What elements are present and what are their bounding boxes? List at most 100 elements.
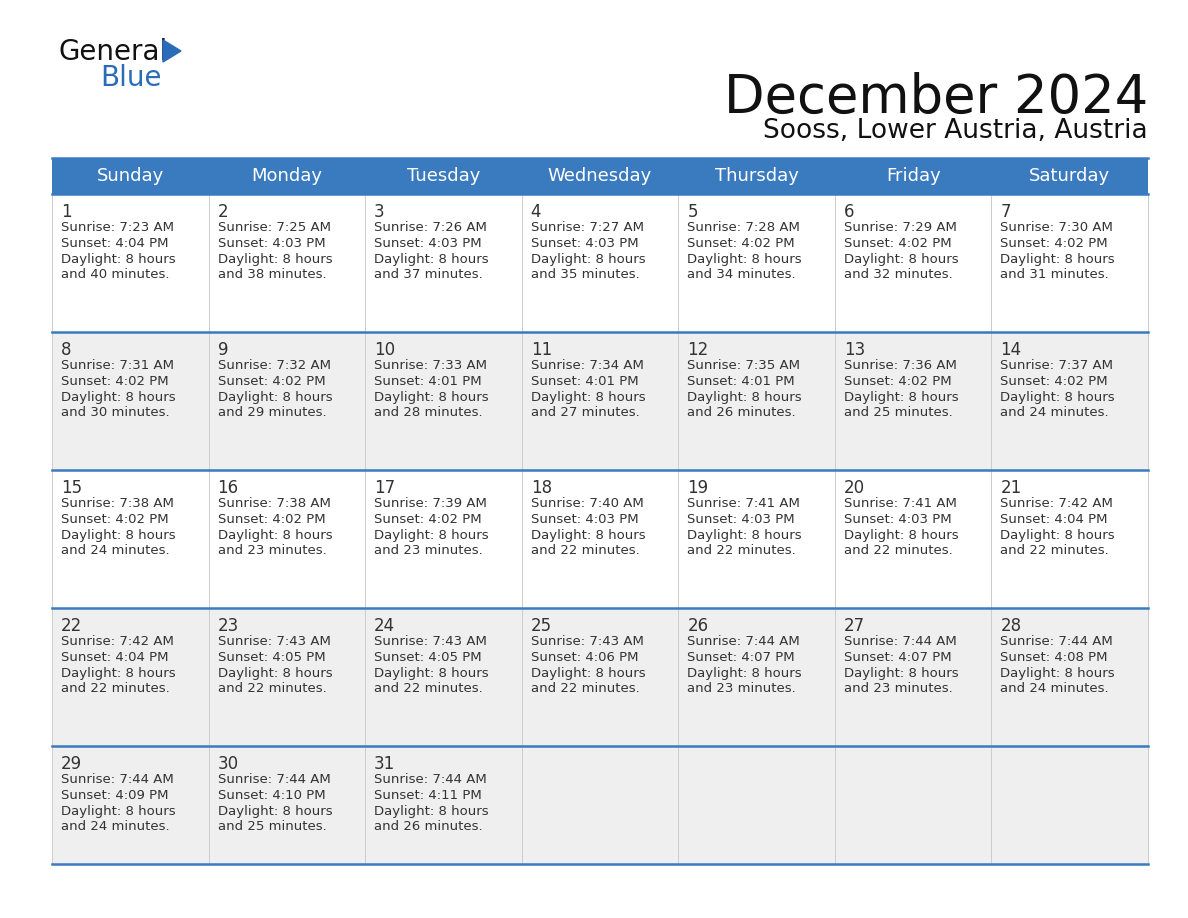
Text: and 22 minutes.: and 22 minutes. [843,544,953,557]
Text: Sunrise: 7:44 AM: Sunrise: 7:44 AM [217,773,330,786]
Text: 18: 18 [531,479,552,497]
Text: Sunset: 4:05 PM: Sunset: 4:05 PM [374,651,482,664]
Text: Daylight: 8 hours: Daylight: 8 hours [374,529,488,542]
Text: and 26 minutes.: and 26 minutes. [374,820,482,833]
Text: Sunset: 4:03 PM: Sunset: 4:03 PM [217,237,326,250]
Text: 29: 29 [61,755,82,773]
Text: Sunrise: 7:39 AM: Sunrise: 7:39 AM [374,497,487,510]
Text: Daylight: 8 hours: Daylight: 8 hours [61,805,176,818]
Text: 10: 10 [374,341,396,359]
Text: Sunset: 4:07 PM: Sunset: 4:07 PM [843,651,952,664]
Text: Daylight: 8 hours: Daylight: 8 hours [1000,253,1116,266]
Text: Sunrise: 7:32 AM: Sunrise: 7:32 AM [217,359,330,372]
Text: Sunrise: 7:44 AM: Sunrise: 7:44 AM [843,635,956,648]
Text: Sunset: 4:03 PM: Sunset: 4:03 PM [688,513,795,526]
Text: Daylight: 8 hours: Daylight: 8 hours [217,805,333,818]
Text: Sunrise: 7:38 AM: Sunrise: 7:38 AM [217,497,330,510]
Text: Sunset: 4:01 PM: Sunset: 4:01 PM [688,375,795,388]
Text: Sunset: 4:03 PM: Sunset: 4:03 PM [843,513,952,526]
Text: Daylight: 8 hours: Daylight: 8 hours [688,391,802,404]
Text: Daylight: 8 hours: Daylight: 8 hours [374,391,488,404]
Text: Sunrise: 7:44 AM: Sunrise: 7:44 AM [1000,635,1113,648]
Text: Sunset: 4:02 PM: Sunset: 4:02 PM [61,513,169,526]
Text: Sunrise: 7:43 AM: Sunrise: 7:43 AM [374,635,487,648]
Text: Daylight: 8 hours: Daylight: 8 hours [374,805,488,818]
Text: and 34 minutes.: and 34 minutes. [688,268,796,281]
Text: Monday: Monday [252,167,322,185]
Text: 11: 11 [531,341,552,359]
Text: Daylight: 8 hours: Daylight: 8 hours [688,529,802,542]
Text: Sunrise: 7:33 AM: Sunrise: 7:33 AM [374,359,487,372]
Text: Daylight: 8 hours: Daylight: 8 hours [217,391,333,404]
Text: Sunrise: 7:31 AM: Sunrise: 7:31 AM [61,359,173,372]
Text: 15: 15 [61,479,82,497]
Text: Daylight: 8 hours: Daylight: 8 hours [1000,667,1116,680]
Text: 26: 26 [688,617,708,635]
Text: Daylight: 8 hours: Daylight: 8 hours [843,529,959,542]
Text: Sooss, Lower Austria, Austria: Sooss, Lower Austria, Austria [764,118,1148,144]
Text: and 22 minutes.: and 22 minutes. [217,682,327,695]
Polygon shape [163,40,181,62]
Text: Daylight: 8 hours: Daylight: 8 hours [61,667,176,680]
Text: and 30 minutes.: and 30 minutes. [61,406,170,419]
Text: Daylight: 8 hours: Daylight: 8 hours [61,253,176,266]
Text: 20: 20 [843,479,865,497]
Text: 5: 5 [688,203,697,221]
Text: Sunset: 4:02 PM: Sunset: 4:02 PM [1000,375,1108,388]
Text: Daylight: 8 hours: Daylight: 8 hours [843,253,959,266]
Text: and 24 minutes.: and 24 minutes. [1000,682,1110,695]
Text: and 23 minutes.: and 23 minutes. [843,682,953,695]
Text: Sunday: Sunday [96,167,164,185]
Text: Sunrise: 7:38 AM: Sunrise: 7:38 AM [61,497,173,510]
Text: and 27 minutes.: and 27 minutes. [531,406,639,419]
Text: Blue: Blue [100,64,162,92]
Text: Sunrise: 7:44 AM: Sunrise: 7:44 AM [688,635,800,648]
Text: 30: 30 [217,755,239,773]
Text: and 22 minutes.: and 22 minutes. [531,544,639,557]
Text: Daylight: 8 hours: Daylight: 8 hours [217,253,333,266]
Text: and 23 minutes.: and 23 minutes. [217,544,327,557]
Text: Sunrise: 7:27 AM: Sunrise: 7:27 AM [531,221,644,234]
Text: Sunrise: 7:42 AM: Sunrise: 7:42 AM [1000,497,1113,510]
Text: Sunrise: 7:44 AM: Sunrise: 7:44 AM [61,773,173,786]
Text: Friday: Friday [886,167,941,185]
Text: Sunset: 4:11 PM: Sunset: 4:11 PM [374,789,482,802]
Text: and 22 minutes.: and 22 minutes. [374,682,482,695]
Text: Sunset: 4:02 PM: Sunset: 4:02 PM [688,237,795,250]
Text: Daylight: 8 hours: Daylight: 8 hours [217,667,333,680]
Text: Sunset: 4:02 PM: Sunset: 4:02 PM [217,513,326,526]
Text: and 31 minutes.: and 31 minutes. [1000,268,1110,281]
Text: Daylight: 8 hours: Daylight: 8 hours [531,391,645,404]
Text: Sunrise: 7:41 AM: Sunrise: 7:41 AM [688,497,801,510]
Text: Sunrise: 7:43 AM: Sunrise: 7:43 AM [531,635,644,648]
Text: 3: 3 [374,203,385,221]
Text: Sunrise: 7:36 AM: Sunrise: 7:36 AM [843,359,956,372]
Text: Daylight: 8 hours: Daylight: 8 hours [1000,529,1116,542]
Text: 2: 2 [217,203,228,221]
Text: 28: 28 [1000,617,1022,635]
Text: 16: 16 [217,479,239,497]
Text: 12: 12 [688,341,708,359]
Text: Sunset: 4:10 PM: Sunset: 4:10 PM [217,789,326,802]
Text: and 24 minutes.: and 24 minutes. [1000,406,1110,419]
Bar [52,746,1148,864]
Bar [52,158,1148,194]
Text: 21: 21 [1000,479,1022,497]
Text: and 22 minutes.: and 22 minutes. [531,682,639,695]
Text: Daylight: 8 hours: Daylight: 8 hours [843,667,959,680]
Text: 8: 8 [61,341,71,359]
Bar [52,194,1148,332]
Text: Sunset: 4:09 PM: Sunset: 4:09 PM [61,789,169,802]
Text: General: General [58,38,168,66]
Text: and 22 minutes.: and 22 minutes. [1000,544,1110,557]
Text: and 22 minutes.: and 22 minutes. [61,682,170,695]
Text: 6: 6 [843,203,854,221]
Text: and 24 minutes.: and 24 minutes. [61,544,170,557]
Text: and 25 minutes.: and 25 minutes. [843,406,953,419]
Text: Sunset: 4:04 PM: Sunset: 4:04 PM [61,237,169,250]
Text: Sunset: 4:05 PM: Sunset: 4:05 PM [217,651,326,664]
Text: Daylight: 8 hours: Daylight: 8 hours [374,667,488,680]
Text: Daylight: 8 hours: Daylight: 8 hours [688,667,802,680]
Text: and 26 minutes.: and 26 minutes. [688,406,796,419]
Text: Daylight: 8 hours: Daylight: 8 hours [531,529,645,542]
